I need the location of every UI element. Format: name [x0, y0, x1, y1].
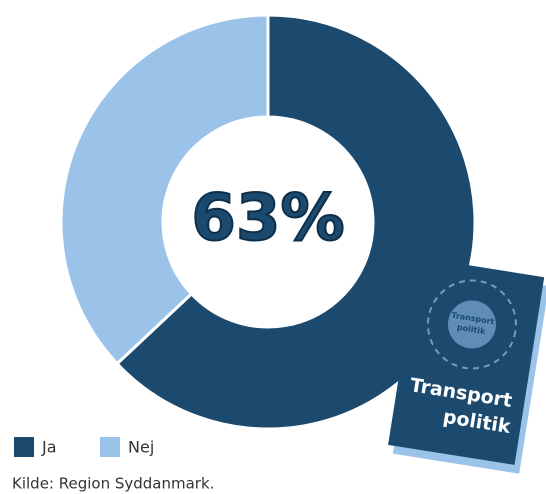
source: Kilde: Region Syddanmark. [12, 475, 214, 493]
legend: Ja Nej [14, 437, 154, 457]
booklet-icons [426, 279, 517, 370]
legend-swatch [14, 437, 34, 457]
slice [114, 13, 477, 431]
legend-label: Nej [128, 438, 154, 457]
center-label: 63% [191, 182, 344, 256]
legend-label: Ja [41, 438, 57, 457]
booklet: Transport politik Transport politik [388, 257, 546, 474]
donut [59, 13, 477, 431]
booklet-badge [447, 300, 496, 349]
booklet-cover [388, 257, 545, 465]
legend-swatch [100, 437, 120, 457]
slice [59, 13, 270, 366]
